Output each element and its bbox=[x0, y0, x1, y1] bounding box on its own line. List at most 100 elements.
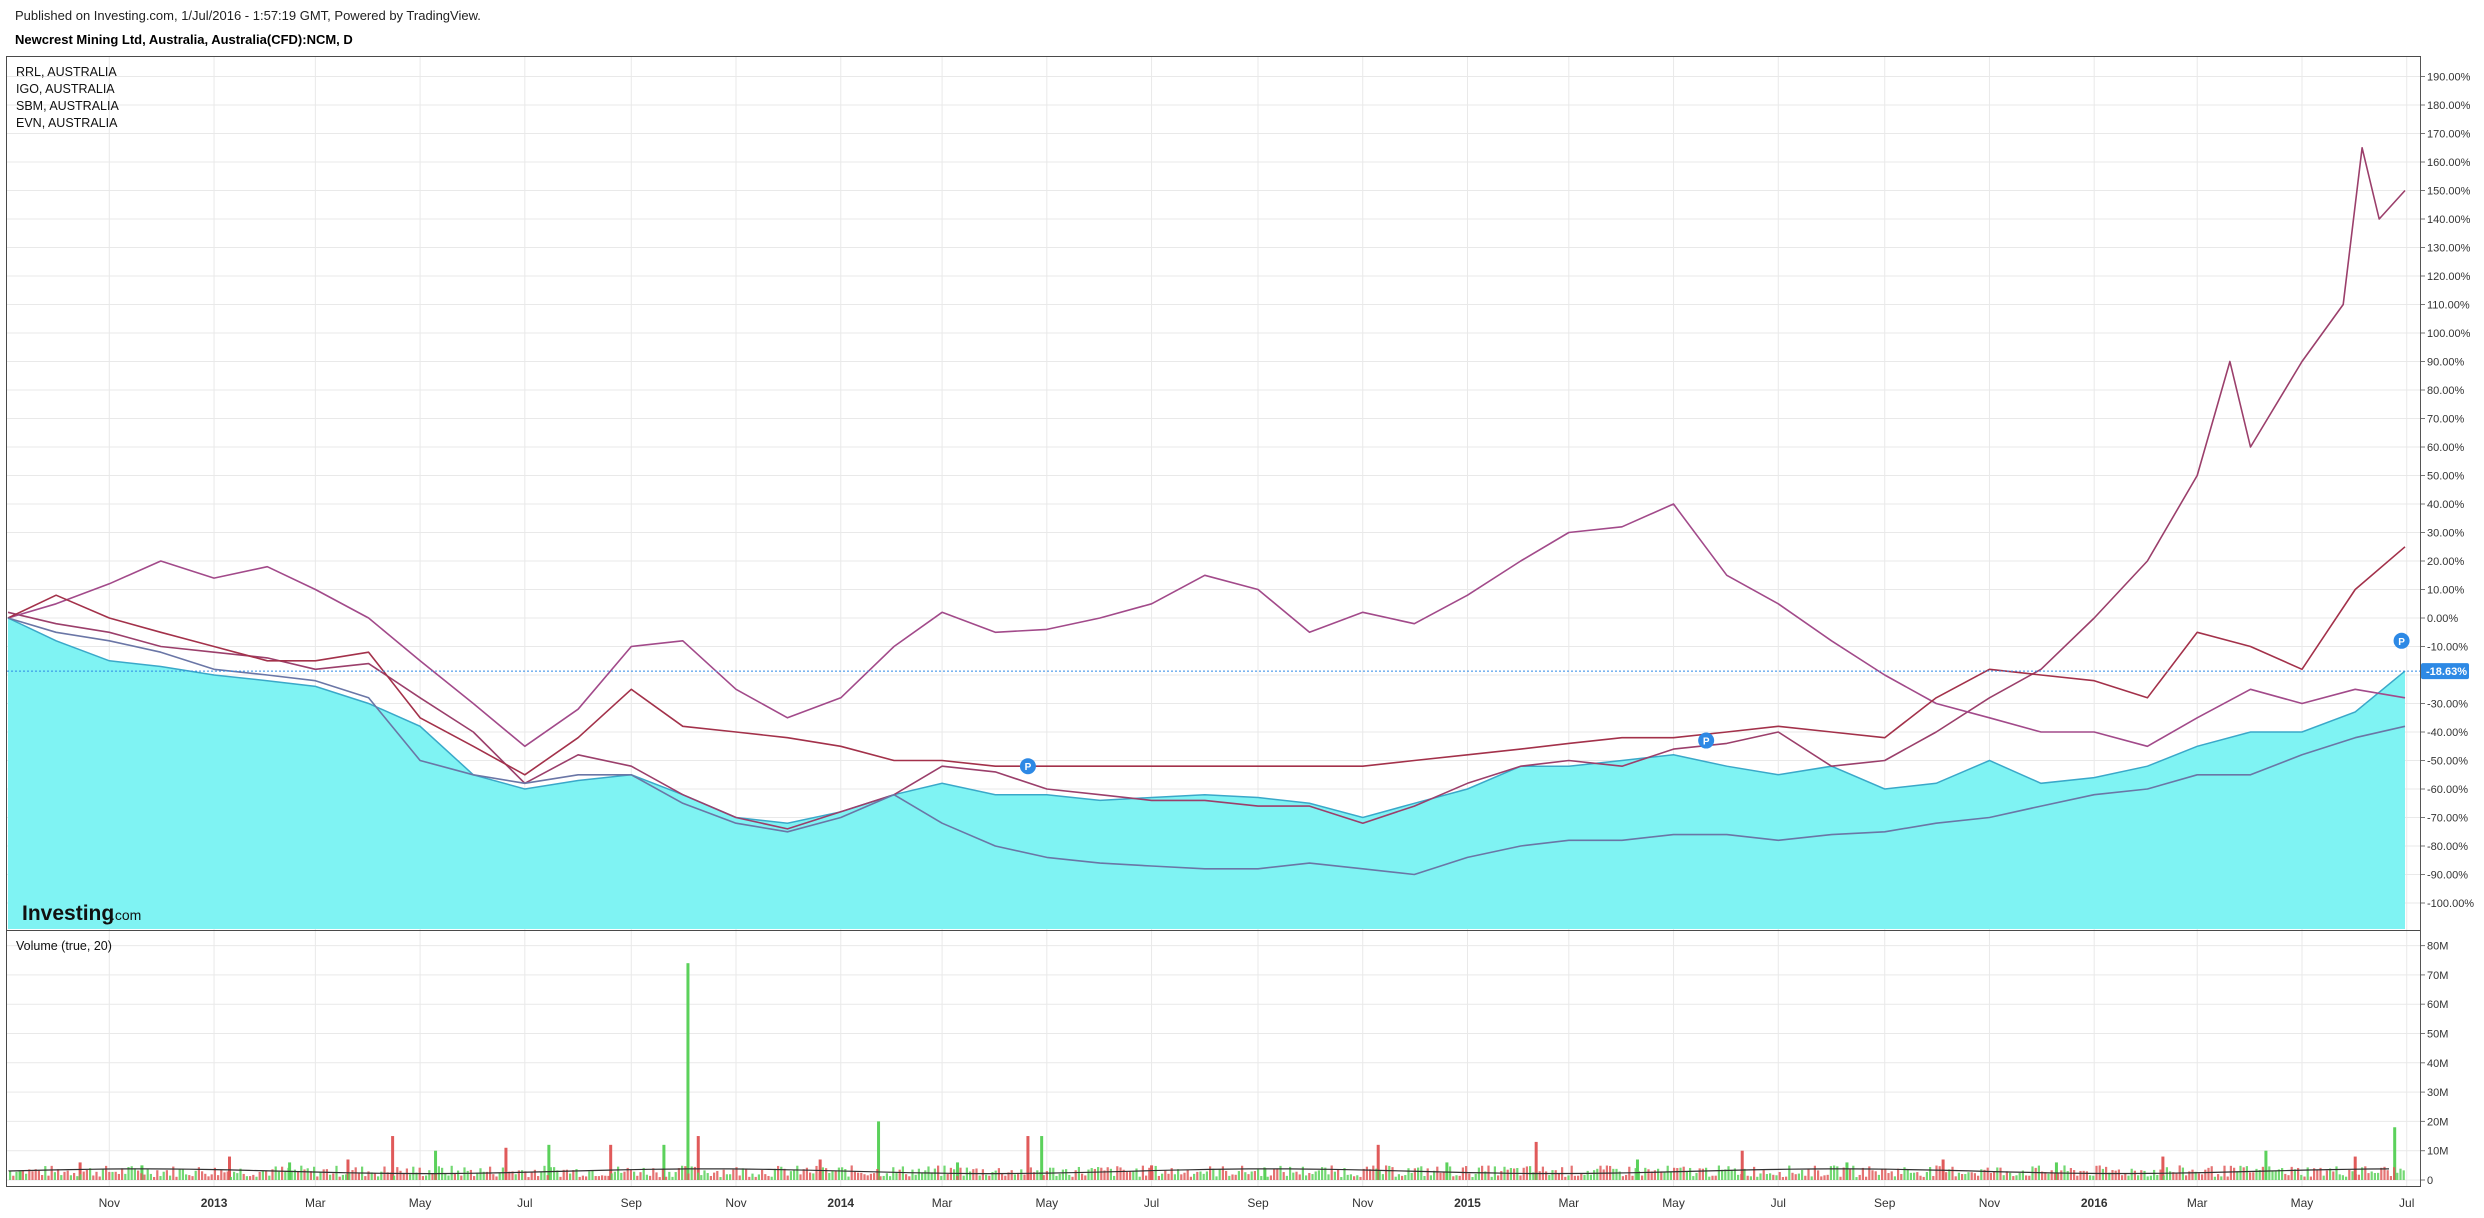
volume-bar bbox=[764, 1174, 767, 1180]
volume-bar bbox=[1327, 1174, 1330, 1180]
volume-bar bbox=[956, 1162, 960, 1180]
volume-bar bbox=[1388, 1165, 1391, 1180]
volume-bar bbox=[2076, 1175, 2079, 1180]
volume-bar bbox=[1635, 1159, 1639, 1180]
volume-bar bbox=[1573, 1175, 1576, 1180]
volume-bar bbox=[354, 1167, 357, 1180]
volume-bar bbox=[1650, 1171, 1653, 1180]
volume-bar bbox=[1362, 1168, 1365, 1180]
volume-bar bbox=[2143, 1170, 2146, 1180]
volume-bar bbox=[533, 1169, 536, 1180]
volume-bar bbox=[162, 1171, 165, 1180]
event-marker bbox=[2393, 632, 2410, 649]
volume-bar bbox=[821, 1167, 824, 1180]
volume-bar bbox=[693, 1166, 696, 1180]
volume-bar bbox=[530, 1171, 533, 1180]
volume-bar bbox=[143, 1174, 146, 1180]
volume-bar bbox=[1621, 1176, 1624, 1180]
volume-bar bbox=[597, 1176, 600, 1180]
volume-bar bbox=[50, 1165, 53, 1180]
volume-bar bbox=[1253, 1171, 1256, 1180]
volume-bar bbox=[137, 1170, 140, 1180]
volume-bar bbox=[2047, 1173, 2050, 1180]
volume-bar bbox=[1906, 1169, 1909, 1180]
volume-bar bbox=[1442, 1172, 1445, 1180]
volume-bar bbox=[1455, 1175, 1458, 1180]
volume-bar bbox=[757, 1174, 760, 1180]
volume-bar bbox=[738, 1175, 741, 1180]
volume-bar bbox=[1637, 1171, 1640, 1180]
volume-bar bbox=[28, 1169, 31, 1180]
volume-bar bbox=[873, 1173, 876, 1180]
volume-bar bbox=[1519, 1175, 1522, 1180]
volume-bar bbox=[2025, 1175, 2028, 1180]
volume-bar bbox=[1583, 1174, 1586, 1180]
volume-bar bbox=[1017, 1172, 1020, 1180]
volume-bar bbox=[1065, 1169, 1068, 1180]
volume-bar bbox=[911, 1169, 914, 1180]
volume-bar bbox=[322, 1169, 325, 1180]
volume-bar bbox=[265, 1170, 268, 1180]
volume-bar bbox=[773, 1168, 776, 1180]
volume-bar bbox=[1202, 1173, 1205, 1180]
volume-bar bbox=[1161, 1173, 1164, 1180]
volume-bar bbox=[1669, 1171, 1672, 1180]
volume-bar bbox=[2380, 1167, 2383, 1180]
volume-bar bbox=[1625, 1174, 1628, 1180]
volume-bar bbox=[517, 1170, 520, 1180]
volume-bar bbox=[172, 1166, 175, 1180]
volume-bar bbox=[1231, 1174, 1234, 1180]
volume-bar bbox=[2044, 1172, 2047, 1180]
volume-bar bbox=[1948, 1169, 1951, 1180]
time-tick-label: Mar bbox=[932, 1196, 953, 1210]
volume-bar bbox=[207, 1176, 210, 1180]
volume-bar bbox=[316, 1176, 319, 1180]
volume-bar bbox=[581, 1175, 584, 1180]
volume-bar bbox=[981, 1169, 984, 1180]
volume-bar bbox=[1737, 1174, 1740, 1180]
ncm-area bbox=[8, 618, 2405, 929]
volume-bar bbox=[1410, 1172, 1413, 1180]
volume-bar bbox=[1689, 1167, 1692, 1180]
volume-bar bbox=[204, 1173, 207, 1180]
volume-bar bbox=[1759, 1173, 1762, 1180]
volume-bar bbox=[1801, 1169, 1804, 1180]
volume-bar bbox=[1119, 1167, 1122, 1180]
volume-bar bbox=[258, 1171, 261, 1180]
volume-bar bbox=[2079, 1170, 2082, 1180]
price-tick-label: 40.00% bbox=[2427, 499, 2465, 511]
volume-bar bbox=[165, 1170, 168, 1180]
volume-bar bbox=[341, 1174, 344, 1180]
volume-bar bbox=[1381, 1174, 1384, 1180]
time-tick-label: Jul bbox=[1771, 1196, 1786, 1210]
volume-bar bbox=[2089, 1175, 2092, 1180]
volume-bar bbox=[476, 1172, 479, 1180]
volume-bar bbox=[1727, 1166, 1730, 1180]
volume-bar bbox=[639, 1172, 642, 1180]
volume-bar bbox=[217, 1175, 220, 1180]
volume-bar bbox=[2204, 1169, 2207, 1180]
volume-bar bbox=[140, 1173, 143, 1180]
volume-bar bbox=[37, 1170, 40, 1180]
volume-bar bbox=[1225, 1170, 1228, 1180]
volume-bar bbox=[191, 1176, 194, 1180]
volume-tick-label: 10M bbox=[2427, 1146, 2448, 1158]
volume-bar bbox=[553, 1167, 556, 1180]
volume-bar bbox=[2264, 1150, 2268, 1180]
volume-bar bbox=[1730, 1170, 1733, 1180]
volume-bar bbox=[1580, 1173, 1583, 1180]
volume-bar bbox=[524, 1171, 527, 1180]
price-tick-label: 80.00% bbox=[2427, 385, 2465, 397]
volume-bar bbox=[1103, 1170, 1106, 1180]
volume-bar bbox=[1148, 1167, 1151, 1180]
volume-bar bbox=[169, 1175, 172, 1180]
volume-bar bbox=[1775, 1175, 1778, 1180]
volume-bar bbox=[610, 1173, 613, 1180]
legend-entry: RRL, AUSTRALIA bbox=[16, 65, 117, 79]
volume-bar bbox=[1986, 1167, 1989, 1180]
volume-bar bbox=[2341, 1175, 2344, 1180]
volume-bar bbox=[1177, 1169, 1180, 1180]
volume-bar bbox=[146, 1169, 149, 1180]
volume-bar bbox=[300, 1165, 303, 1180]
volume-bar bbox=[1484, 1171, 1487, 1180]
